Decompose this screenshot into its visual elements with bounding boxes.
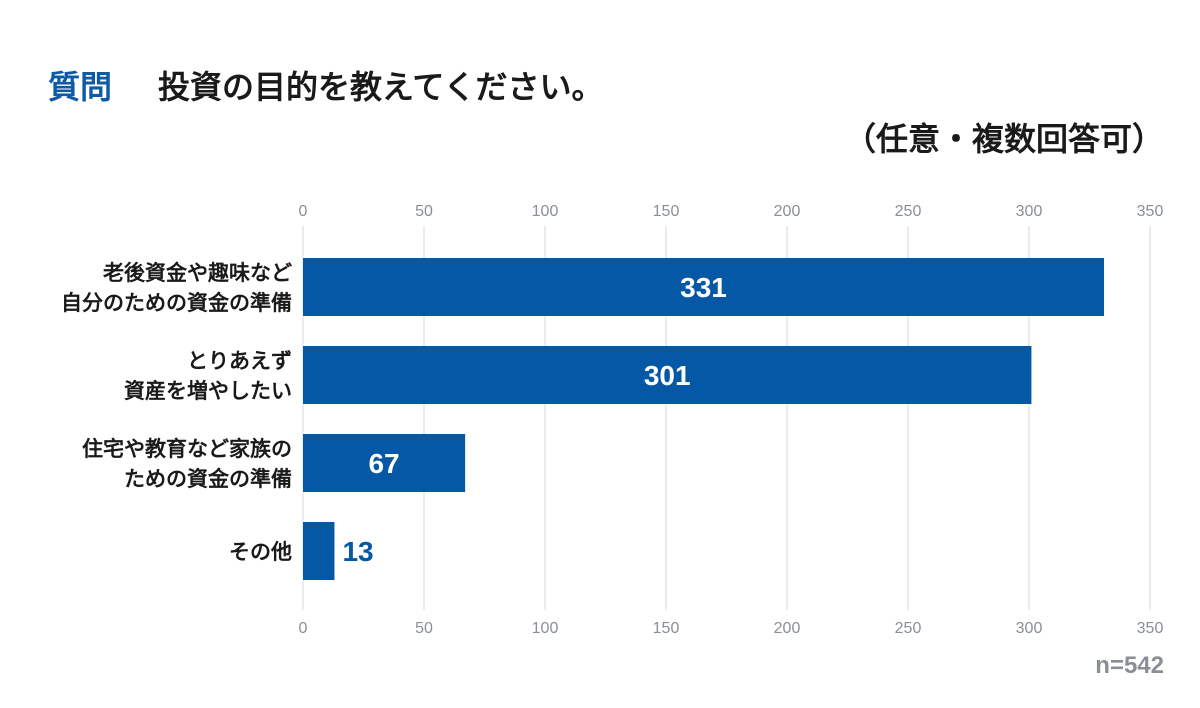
x-tick-label-bottom: 150 <box>653 620 680 637</box>
x-tick-label-top: 350 <box>1137 203 1164 220</box>
category-label: その他 <box>229 540 292 564</box>
x-tick-label-top: 50 <box>415 203 433 220</box>
category-label: 資産を増やしたい <box>124 379 292 403</box>
bar <box>303 258 1105 316</box>
category-label: ための資金の準備 <box>124 467 292 491</box>
x-tick-label-bottom: 200 <box>774 620 801 637</box>
question-text: 投資の目的を教えてください。 <box>158 68 604 106</box>
category-label: 住宅や教育など家族の <box>82 437 292 461</box>
x-tick-label-bottom: 100 <box>532 620 559 637</box>
x-tick-label-top: 300 <box>1016 203 1043 220</box>
bar-value-label: 331 <box>680 272 727 303</box>
x-tick-label-top: 100 <box>532 203 559 220</box>
category-label: とりあえず <box>187 349 292 373</box>
x-tick-label-bottom: 0 <box>299 620 308 637</box>
x-tick-label-bottom: 250 <box>895 620 922 637</box>
sample-size: n=542 <box>1095 652 1164 679</box>
bar-value-label: 67 <box>368 448 399 479</box>
x-tick-label-bottom: 300 <box>1016 620 1043 637</box>
x-tick-label-top: 200 <box>774 203 801 220</box>
x-tick-label-top: 250 <box>895 203 922 220</box>
bar <box>303 346 1032 404</box>
x-tick-label-top: 0 <box>299 203 308 220</box>
bar-value-label: 13 <box>342 536 373 567</box>
x-tick-label-bottom: 50 <box>415 620 433 637</box>
bar <box>303 434 466 492</box>
category-label: 自分のための資金の準備 <box>61 291 292 315</box>
bar <box>303 522 335 580</box>
x-tick-label-top: 150 <box>653 203 680 220</box>
question-label: 質問 <box>48 68 113 106</box>
category-label: 老後資金や趣味など <box>103 261 292 285</box>
x-tick-label-bottom: 350 <box>1137 620 1164 637</box>
question-note: （任意・複数回答可） <box>843 120 1164 158</box>
bar-value-label: 301 <box>644 360 691 391</box>
